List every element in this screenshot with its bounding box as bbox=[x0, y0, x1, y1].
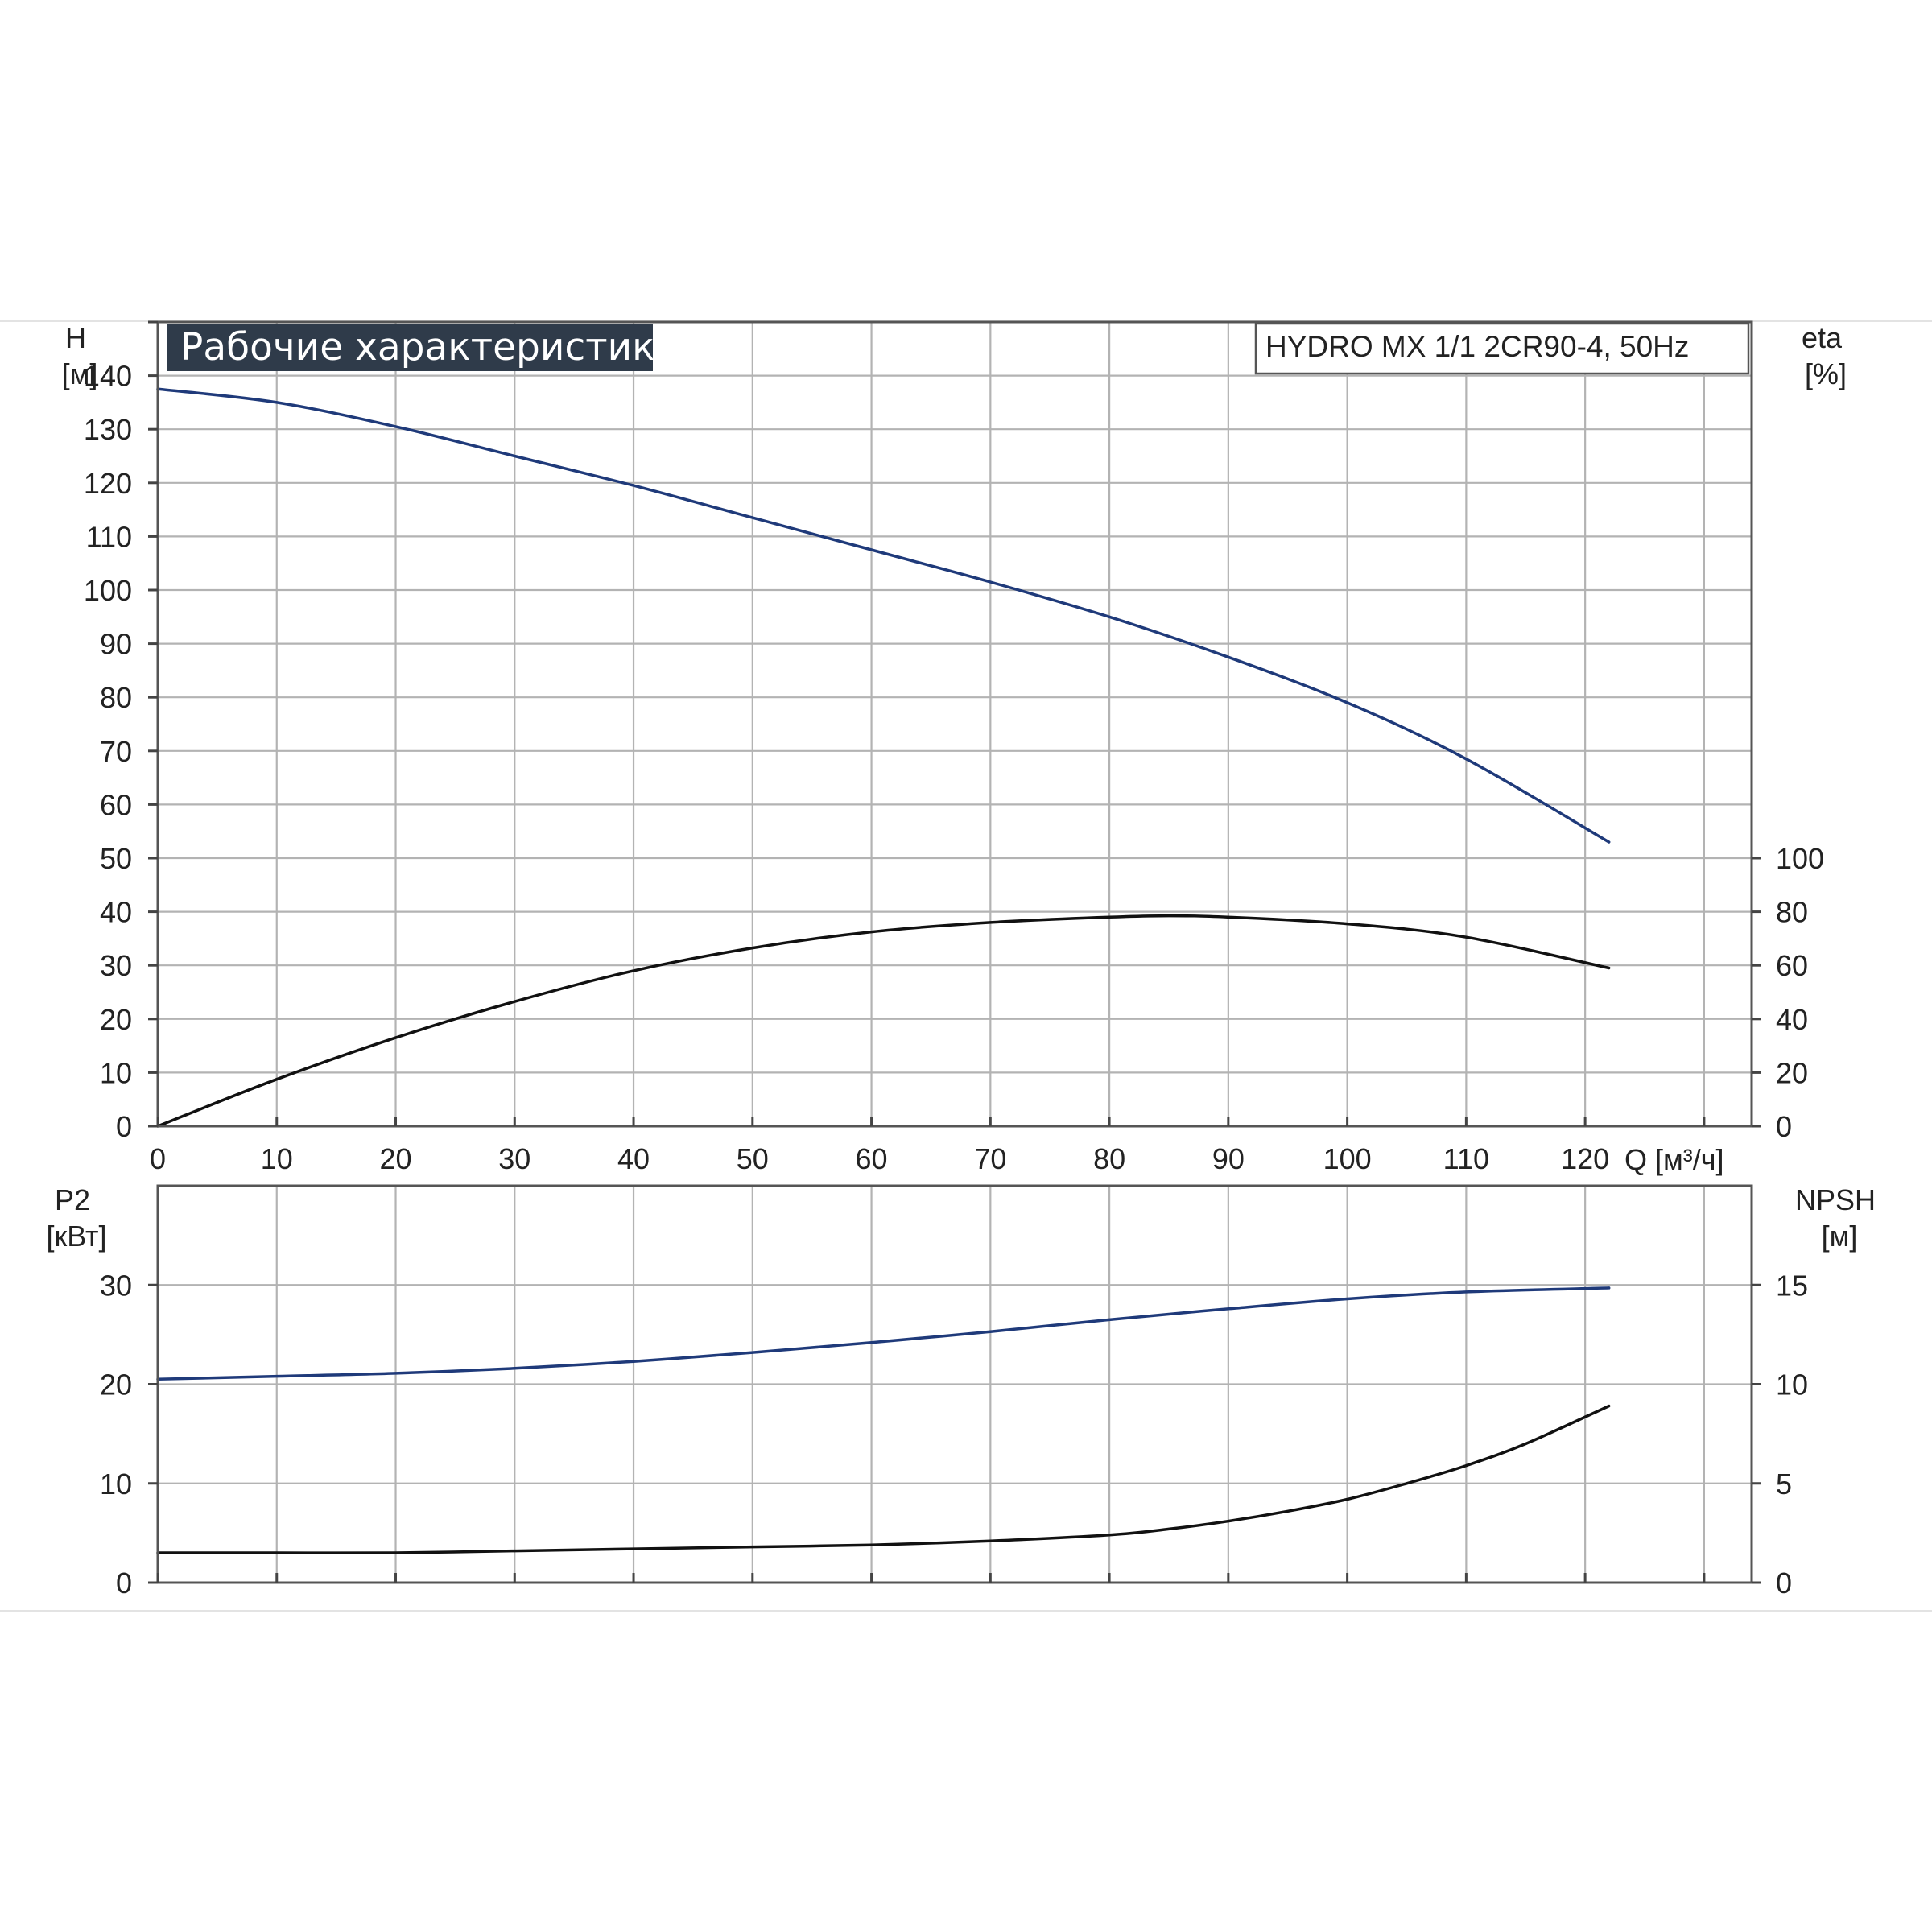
flow-x-tick-label: 70 bbox=[974, 1142, 1006, 1175]
head-left-tick-label: 80 bbox=[100, 681, 132, 714]
npsh-curve bbox=[156, 1404, 1611, 1554]
head-plot-ticks: 0102030405060708090100110120130140020406… bbox=[84, 320, 1824, 1175]
head-left-tick-label: 60 bbox=[100, 788, 132, 821]
head-left-tick-label: 130 bbox=[84, 413, 132, 446]
power-left-tick-label: 10 bbox=[100, 1468, 132, 1501]
chart-title: Рабочие характеристики bbox=[180, 325, 679, 369]
head-left-tick-label: 30 bbox=[100, 949, 132, 982]
head-right-tick-label: 0 bbox=[1776, 1110, 1792, 1143]
head-left-tick-label: 100 bbox=[84, 574, 132, 607]
head-left-tick-label: 140 bbox=[84, 360, 132, 393]
power-plot-ticks: 0 10 20 30 0 5 10 15 bbox=[100, 1269, 1808, 1600]
power-curve bbox=[156, 1286, 1611, 1381]
flow-x-tick-label: 10 bbox=[261, 1142, 293, 1175]
flow-x-tick-label: 0 bbox=[150, 1142, 166, 1175]
power-axis-title: P2 [кВт] bbox=[46, 1183, 106, 1253]
head-right-tick-label: 60 bbox=[1776, 949, 1808, 982]
head-right-tick-label: 100 bbox=[1776, 842, 1824, 875]
chart-title-box bbox=[167, 324, 653, 371]
flow-x-tick-label: 110 bbox=[1443, 1142, 1489, 1175]
flow-x-tick-label: 50 bbox=[737, 1142, 769, 1175]
head-axis-title-line2: [м] bbox=[62, 357, 98, 390]
head-right-tick-label: 20 bbox=[1776, 1056, 1808, 1089]
power-left-tick-label: 30 bbox=[100, 1269, 132, 1302]
head-curve bbox=[156, 387, 1611, 844]
eta-axis-title-line1: eta bbox=[1802, 321, 1843, 354]
power-right-tick-label: 10 bbox=[1776, 1368, 1808, 1402]
power-right-tick-label: 0 bbox=[1776, 1567, 1792, 1600]
power-axis-title-line1: P2 bbox=[55, 1183, 90, 1216]
flow-x-tick-label: 80 bbox=[1093, 1142, 1125, 1175]
head-left-tick-label: 120 bbox=[84, 467, 132, 500]
flow-axis-title: Q [м³/ч] bbox=[1624, 1143, 1724, 1176]
head-left-tick-label: 90 bbox=[100, 628, 132, 661]
power-plot-curves bbox=[156, 1286, 1611, 1554]
npsh-axis-title: NPSH [м] bbox=[1795, 1183, 1884, 1253]
power-right-tick-label: 15 bbox=[1776, 1269, 1808, 1302]
head-plot-frame bbox=[156, 320, 1753, 1128]
model-label: HYDRO MX 1/1 2CR90-4, 50Hz bbox=[1265, 330, 1689, 363]
head-left-tick-label: 70 bbox=[100, 735, 132, 768]
head-left-tick-label: 10 bbox=[100, 1056, 132, 1089]
flow-x-tick-label: 120 bbox=[1561, 1142, 1609, 1175]
npsh-axis-title-line2: [м] bbox=[1822, 1220, 1858, 1253]
head-axis-title-line1: H bbox=[65, 321, 86, 354]
head-axis-title: H [м] bbox=[62, 321, 98, 390]
eta-axis-title: eta [%] bbox=[1802, 321, 1850, 390]
efficiency-curve bbox=[156, 914, 1611, 1128]
power-npsh-plot: 0 10 20 30 0 5 10 15 P2 [кВт] NPSH [м] bbox=[46, 1183, 1884, 1600]
head-plot-curves bbox=[156, 387, 1611, 1128]
flow-x-tick-label: 100 bbox=[1323, 1142, 1372, 1175]
eta-axis-title-line2: [%] bbox=[1805, 357, 1847, 390]
head-right-tick-label: 80 bbox=[1776, 896, 1808, 929]
head-left-tick-label: 50 bbox=[100, 842, 132, 875]
head-right-tick-label: 40 bbox=[1776, 1003, 1808, 1036]
flow-x-tick-label: 40 bbox=[617, 1142, 650, 1175]
power-left-tick-label: 20 bbox=[100, 1368, 132, 1402]
head-left-tick-label: 40 bbox=[100, 896, 132, 929]
power-right-tick-label: 5 bbox=[1776, 1468, 1792, 1501]
npsh-axis-title-line1: NPSH bbox=[1795, 1183, 1876, 1216]
model-label-box bbox=[1254, 322, 1750, 375]
flow-x-tick-label: 90 bbox=[1212, 1142, 1245, 1175]
flow-x-tick-label: 60 bbox=[856, 1142, 888, 1175]
head-left-tick-label: 110 bbox=[86, 520, 132, 553]
power-axis-title-line2: [кВт] bbox=[46, 1220, 106, 1253]
flow-x-tick-label: 30 bbox=[498, 1142, 530, 1175]
head-plot-grid bbox=[158, 322, 1752, 1126]
power-plot-grid bbox=[158, 1186, 1752, 1583]
head-left-tick-label: 20 bbox=[100, 1003, 132, 1036]
head-left-tick-label: 0 bbox=[116, 1110, 132, 1143]
power-left-tick-label: 0 bbox=[116, 1567, 132, 1600]
flow-x-tick-label: 20 bbox=[379, 1142, 411, 1175]
head-efficiency-plot: 0102030405060708090100110120130140020406… bbox=[62, 320, 1850, 1176]
